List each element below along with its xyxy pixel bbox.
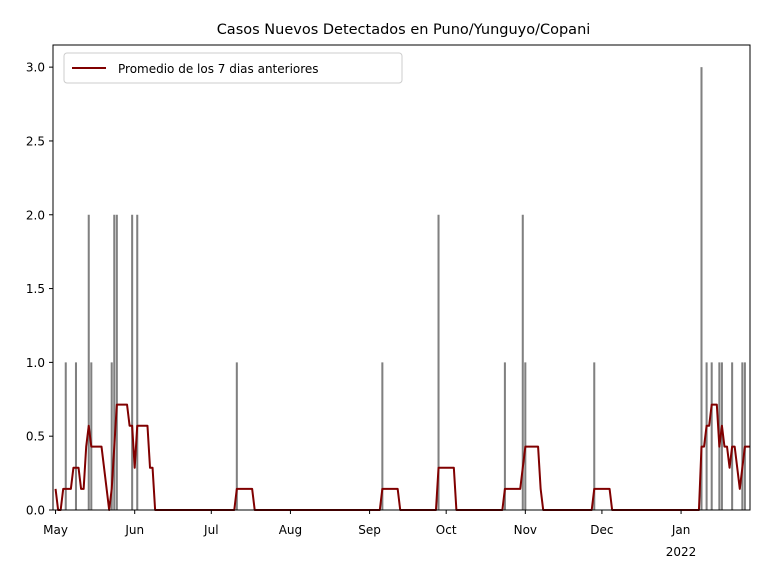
bar xyxy=(705,362,708,510)
bar xyxy=(731,362,734,510)
bar xyxy=(90,362,93,510)
legend: Promedio de los 7 dias anteriores xyxy=(63,52,403,84)
y-tick-label: 0.0 xyxy=(26,504,45,518)
bar xyxy=(115,214,118,510)
x-axis: May Jun Jul Aug Sep Oct Nov Dec Jan 2022 xyxy=(43,510,696,559)
bar xyxy=(136,214,139,510)
chart-title: Casos Nuevos Detectados en Puno/Yunguyo/… xyxy=(217,22,591,38)
plot-background xyxy=(53,45,750,510)
bar xyxy=(720,362,723,510)
x-tick-label: Dec xyxy=(590,523,613,537)
bar xyxy=(131,214,134,510)
bar xyxy=(741,362,744,510)
x-tick-label: Jun xyxy=(124,523,144,537)
y-axis: 0.0 0.5 1.0 1.5 2.0 2.5 3.0 xyxy=(26,61,53,518)
legend-label: Promedio de los 7 dias anteriores xyxy=(118,62,319,76)
bar xyxy=(700,67,703,510)
x-tick-label: Nov xyxy=(514,523,537,537)
bar xyxy=(381,362,384,510)
bar-series xyxy=(64,67,746,510)
legend-box xyxy=(63,52,403,84)
bar xyxy=(110,362,113,510)
x-tick-label: Jan xyxy=(671,523,691,537)
x-tick-label: Aug xyxy=(279,523,302,537)
x-tick-year-label: 2022 xyxy=(666,545,697,559)
bar xyxy=(524,362,527,510)
bar xyxy=(64,362,67,510)
bar xyxy=(521,214,524,510)
bar xyxy=(710,362,713,510)
bar xyxy=(87,214,90,510)
x-tick-label: Jul xyxy=(203,523,218,537)
bar xyxy=(503,362,506,510)
y-tick-label: 0.5 xyxy=(26,430,45,444)
x-tick-label: May xyxy=(43,523,68,537)
x-tick-label: Sep xyxy=(358,523,381,537)
bar xyxy=(437,214,440,510)
y-tick-label: 3.0 xyxy=(26,61,45,75)
y-tick-label: 1.5 xyxy=(26,282,45,296)
y-tick-label: 2.5 xyxy=(26,134,45,148)
bar xyxy=(113,214,116,510)
plot-area xyxy=(52,44,751,511)
plot-frame xyxy=(52,44,751,511)
y-tick-label: 2.0 xyxy=(26,208,45,222)
x-tick-label: Oct xyxy=(436,523,457,537)
bar xyxy=(743,362,746,510)
bar xyxy=(74,362,77,510)
y-tick-label: 1.0 xyxy=(26,356,45,370)
bar xyxy=(593,362,596,510)
bar xyxy=(235,362,238,510)
